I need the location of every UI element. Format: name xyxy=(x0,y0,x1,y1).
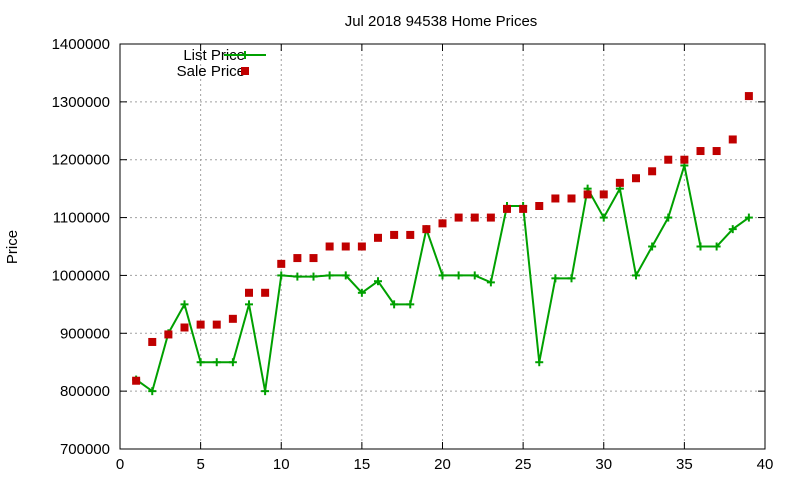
sale-price-point xyxy=(615,178,624,187)
list-price-point xyxy=(696,242,705,251)
sale-price-point xyxy=(309,254,318,263)
list-price-point xyxy=(245,300,253,309)
list-price-point xyxy=(438,271,447,280)
x-tick-label: 10 xyxy=(273,456,290,473)
sale-price-point xyxy=(744,92,753,101)
list-price-point xyxy=(599,213,608,222)
axis-ticks: 700000 800000 900000 1000000 1100000 1200000 1… xyxy=(52,36,774,473)
sale-price-point xyxy=(164,330,173,339)
sale-price-point xyxy=(503,204,511,213)
y-tick-label: 1000000 xyxy=(52,267,110,284)
sale-price-point xyxy=(180,323,189,332)
sale-price-point xyxy=(406,230,415,239)
list-price-point xyxy=(357,288,366,297)
list-price-point xyxy=(648,242,657,251)
sale-price-point xyxy=(535,202,544,210)
x-tick-label: 20 xyxy=(434,456,451,473)
list-price-point xyxy=(309,272,318,281)
sale-price-point xyxy=(583,190,592,199)
sale-price-point xyxy=(599,190,608,199)
sale-price-point xyxy=(374,233,382,242)
sale-price-point xyxy=(519,204,528,213)
list-price-point xyxy=(180,300,189,309)
legend-cross-swatch xyxy=(241,51,249,59)
sale-price-point xyxy=(712,147,721,156)
list-price-point xyxy=(293,272,302,281)
x-tick-label: 0 xyxy=(116,456,124,473)
sale-price-point xyxy=(293,254,302,263)
list-price-point xyxy=(728,225,737,234)
list-price-point xyxy=(374,277,382,286)
sale-price-point xyxy=(648,167,657,176)
sale-price-point xyxy=(196,320,205,329)
sale-price-point xyxy=(212,320,221,329)
sale-price-point xyxy=(680,155,689,164)
list-price-point xyxy=(664,213,673,222)
sale-price-point xyxy=(454,213,463,222)
sale-price-point xyxy=(357,242,366,251)
legend-square-swatch xyxy=(241,67,249,75)
list-price-point xyxy=(390,300,399,309)
list-price-point xyxy=(212,358,221,367)
sale-price-point xyxy=(228,314,237,323)
chart-title: Jul 2018 94538 Home Prices xyxy=(345,13,538,30)
list-price-point xyxy=(196,358,205,367)
y-tick-label: 900000 xyxy=(60,325,110,342)
sale-price-point xyxy=(341,242,350,251)
grid xyxy=(120,44,765,449)
list-price-point xyxy=(567,274,576,283)
x-tick-label: 35 xyxy=(676,456,693,473)
sale-price-point xyxy=(728,135,737,144)
sale-price-point xyxy=(325,242,334,251)
x-tick-label: 25 xyxy=(515,456,532,473)
list-price-point xyxy=(712,242,721,251)
sale-price-point xyxy=(261,288,270,297)
sale-price-point xyxy=(486,213,495,222)
legend-label: Sale Price xyxy=(177,63,245,80)
list-price-point xyxy=(486,278,495,287)
list-price-point xyxy=(470,271,479,280)
list-price-point xyxy=(148,387,157,396)
list-price-point xyxy=(277,271,286,280)
list-price-point xyxy=(551,274,560,283)
x-tick-label: 5 xyxy=(196,456,204,473)
list-price-point xyxy=(406,300,415,309)
sale-price-point xyxy=(470,213,479,222)
series-layer xyxy=(132,92,753,396)
list-price-point xyxy=(744,213,753,222)
sale-price-point xyxy=(551,194,560,203)
sale-price-point xyxy=(567,194,576,203)
list-price-point xyxy=(261,387,270,396)
y-tick-label: 800000 xyxy=(60,383,110,400)
y-tick-label: 700000 xyxy=(60,441,110,458)
sale-price-point xyxy=(148,337,157,346)
sale-price-point xyxy=(422,225,431,234)
sale-price-point xyxy=(132,376,141,385)
y-tick-label: 1200000 xyxy=(52,152,110,169)
sale-price-point xyxy=(245,288,253,297)
sale-price-point xyxy=(438,219,447,228)
x-tick-label: 15 xyxy=(354,456,371,473)
y-tick-label: 1300000 xyxy=(52,94,110,111)
list-price-point xyxy=(454,271,463,280)
list-price-point xyxy=(228,358,237,367)
legend-label: List Price xyxy=(183,47,245,64)
sale-price-point xyxy=(696,147,705,156)
plot-frame xyxy=(119,43,766,450)
sale-price-point xyxy=(277,259,286,268)
list-price-point xyxy=(632,271,640,280)
list-price-point xyxy=(341,271,350,280)
sale-price-point xyxy=(390,230,399,239)
y-tick-label: 1100000 xyxy=(53,210,110,227)
y-tick-label: 1400000 xyxy=(52,36,110,53)
sale-price-point xyxy=(632,174,640,183)
list-price-point xyxy=(535,358,544,367)
x-tick-label: 30 xyxy=(595,456,612,473)
x-tick-label: 40 xyxy=(757,456,774,473)
sale-price-point xyxy=(664,155,673,164)
list-price-point xyxy=(325,271,334,280)
y-axis-label: Price xyxy=(4,230,21,264)
